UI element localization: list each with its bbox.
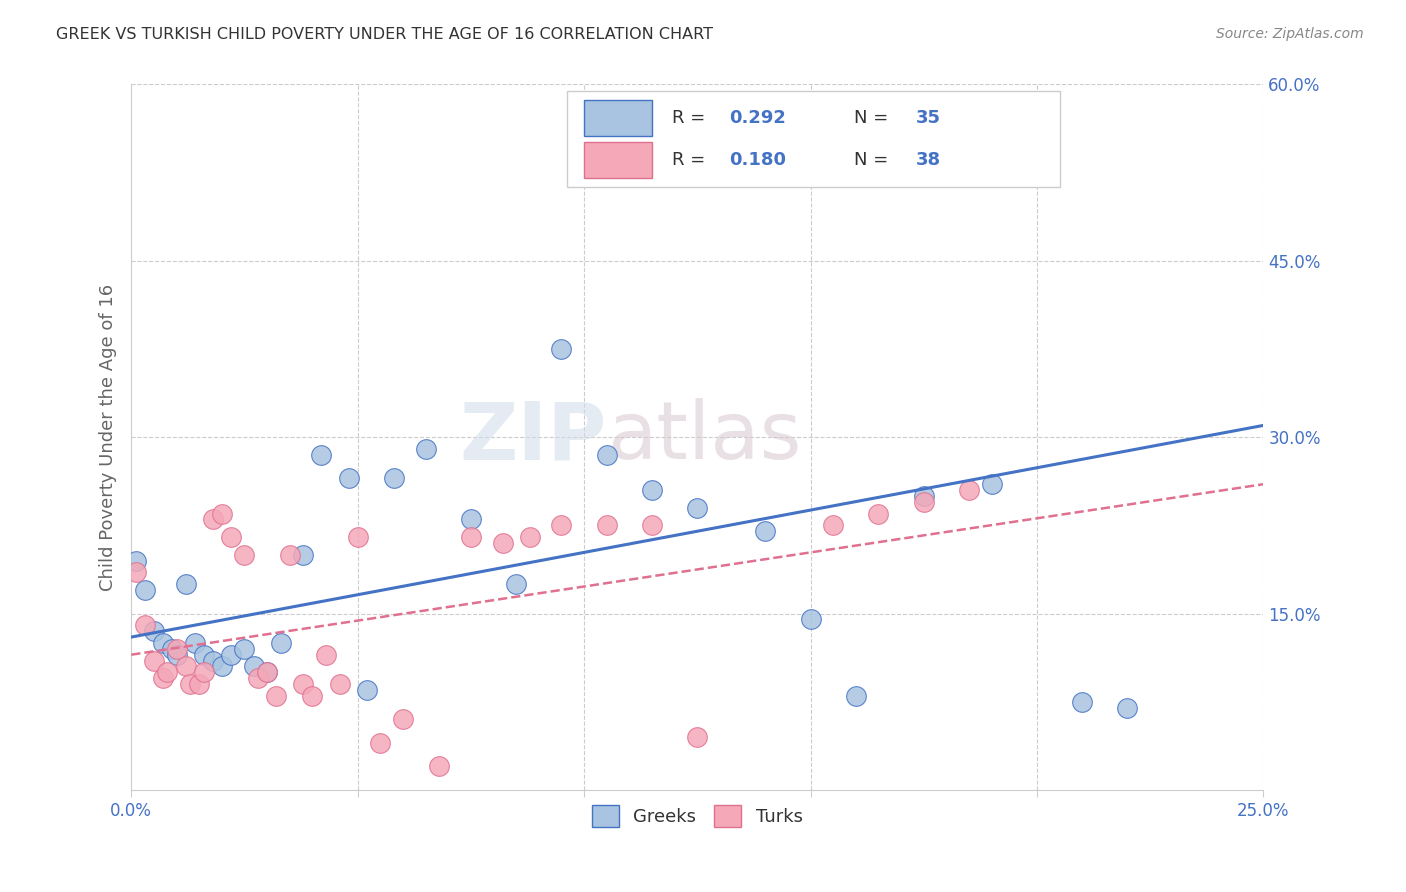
Text: N =: N = bbox=[853, 109, 894, 128]
Text: atlas: atlas bbox=[607, 398, 801, 476]
Point bbox=[211, 659, 233, 673]
Point bbox=[460, 530, 482, 544]
Point bbox=[134, 618, 156, 632]
Bar bbox=[567, 92, 1060, 186]
Point bbox=[166, 641, 188, 656]
Point bbox=[183, 636, 205, 650]
Text: 38: 38 bbox=[915, 151, 941, 169]
Text: R =: R = bbox=[672, 151, 711, 169]
Point bbox=[868, 507, 890, 521]
Point bbox=[134, 582, 156, 597]
Point bbox=[1071, 695, 1094, 709]
Point bbox=[142, 654, 165, 668]
Point bbox=[211, 507, 233, 521]
Point bbox=[174, 577, 197, 591]
Point bbox=[491, 536, 513, 550]
Point bbox=[233, 641, 256, 656]
Point bbox=[596, 518, 619, 533]
Point bbox=[845, 689, 868, 703]
Text: 35: 35 bbox=[915, 109, 941, 128]
Point bbox=[980, 477, 1002, 491]
Point bbox=[686, 500, 709, 515]
Point bbox=[270, 636, 292, 650]
Point bbox=[219, 530, 242, 544]
Point bbox=[641, 518, 664, 533]
Point bbox=[427, 759, 450, 773]
Point bbox=[174, 659, 197, 673]
Point bbox=[193, 648, 215, 662]
Bar bbox=[583, 100, 652, 136]
Point bbox=[142, 624, 165, 639]
Point bbox=[247, 671, 270, 685]
Point bbox=[152, 671, 174, 685]
Point bbox=[125, 566, 148, 580]
Point bbox=[346, 530, 368, 544]
Point bbox=[550, 518, 572, 533]
Point bbox=[242, 659, 264, 673]
Point bbox=[596, 448, 619, 462]
Point bbox=[912, 495, 935, 509]
Point bbox=[193, 665, 215, 680]
Text: ZIP: ZIP bbox=[460, 398, 607, 476]
Point bbox=[315, 648, 337, 662]
Point bbox=[233, 548, 256, 562]
Point bbox=[799, 612, 821, 626]
Point bbox=[292, 548, 315, 562]
Point bbox=[156, 665, 179, 680]
Point bbox=[356, 683, 378, 698]
Point bbox=[256, 665, 278, 680]
Point bbox=[754, 524, 776, 539]
Point bbox=[460, 512, 482, 526]
Point bbox=[152, 636, 174, 650]
Y-axis label: Child Poverty Under the Age of 16: Child Poverty Under the Age of 16 bbox=[100, 284, 117, 591]
Point bbox=[188, 677, 211, 691]
Point bbox=[415, 442, 437, 456]
Point bbox=[823, 518, 845, 533]
Point bbox=[912, 489, 935, 503]
Point bbox=[166, 648, 188, 662]
Point bbox=[301, 689, 323, 703]
Point bbox=[392, 712, 415, 726]
Point bbox=[264, 689, 287, 703]
Point bbox=[368, 736, 391, 750]
Point bbox=[201, 512, 224, 526]
Text: 0.180: 0.180 bbox=[728, 151, 786, 169]
Point bbox=[519, 530, 541, 544]
Point bbox=[125, 554, 148, 568]
Point bbox=[160, 641, 183, 656]
Text: 0.292: 0.292 bbox=[728, 109, 786, 128]
Point bbox=[641, 483, 664, 497]
Legend: Greeks, Turks: Greeks, Turks bbox=[585, 797, 810, 834]
Text: R =: R = bbox=[672, 109, 711, 128]
Text: GREEK VS TURKISH CHILD POVERTY UNDER THE AGE OF 16 CORRELATION CHART: GREEK VS TURKISH CHILD POVERTY UNDER THE… bbox=[56, 27, 713, 42]
Text: N =: N = bbox=[853, 151, 894, 169]
Point bbox=[219, 648, 242, 662]
Point bbox=[505, 577, 527, 591]
Point bbox=[256, 665, 278, 680]
Point bbox=[686, 730, 709, 744]
Point bbox=[337, 471, 360, 485]
Point bbox=[201, 654, 224, 668]
Bar bbox=[583, 142, 652, 178]
Point bbox=[292, 677, 315, 691]
Point bbox=[329, 677, 352, 691]
Point bbox=[278, 548, 301, 562]
Point bbox=[754, 136, 776, 151]
Point bbox=[382, 471, 405, 485]
Point bbox=[550, 342, 572, 356]
Point bbox=[1116, 700, 1139, 714]
Point bbox=[957, 483, 980, 497]
Point bbox=[179, 677, 201, 691]
Point bbox=[311, 448, 333, 462]
Text: Source: ZipAtlas.com: Source: ZipAtlas.com bbox=[1216, 27, 1364, 41]
